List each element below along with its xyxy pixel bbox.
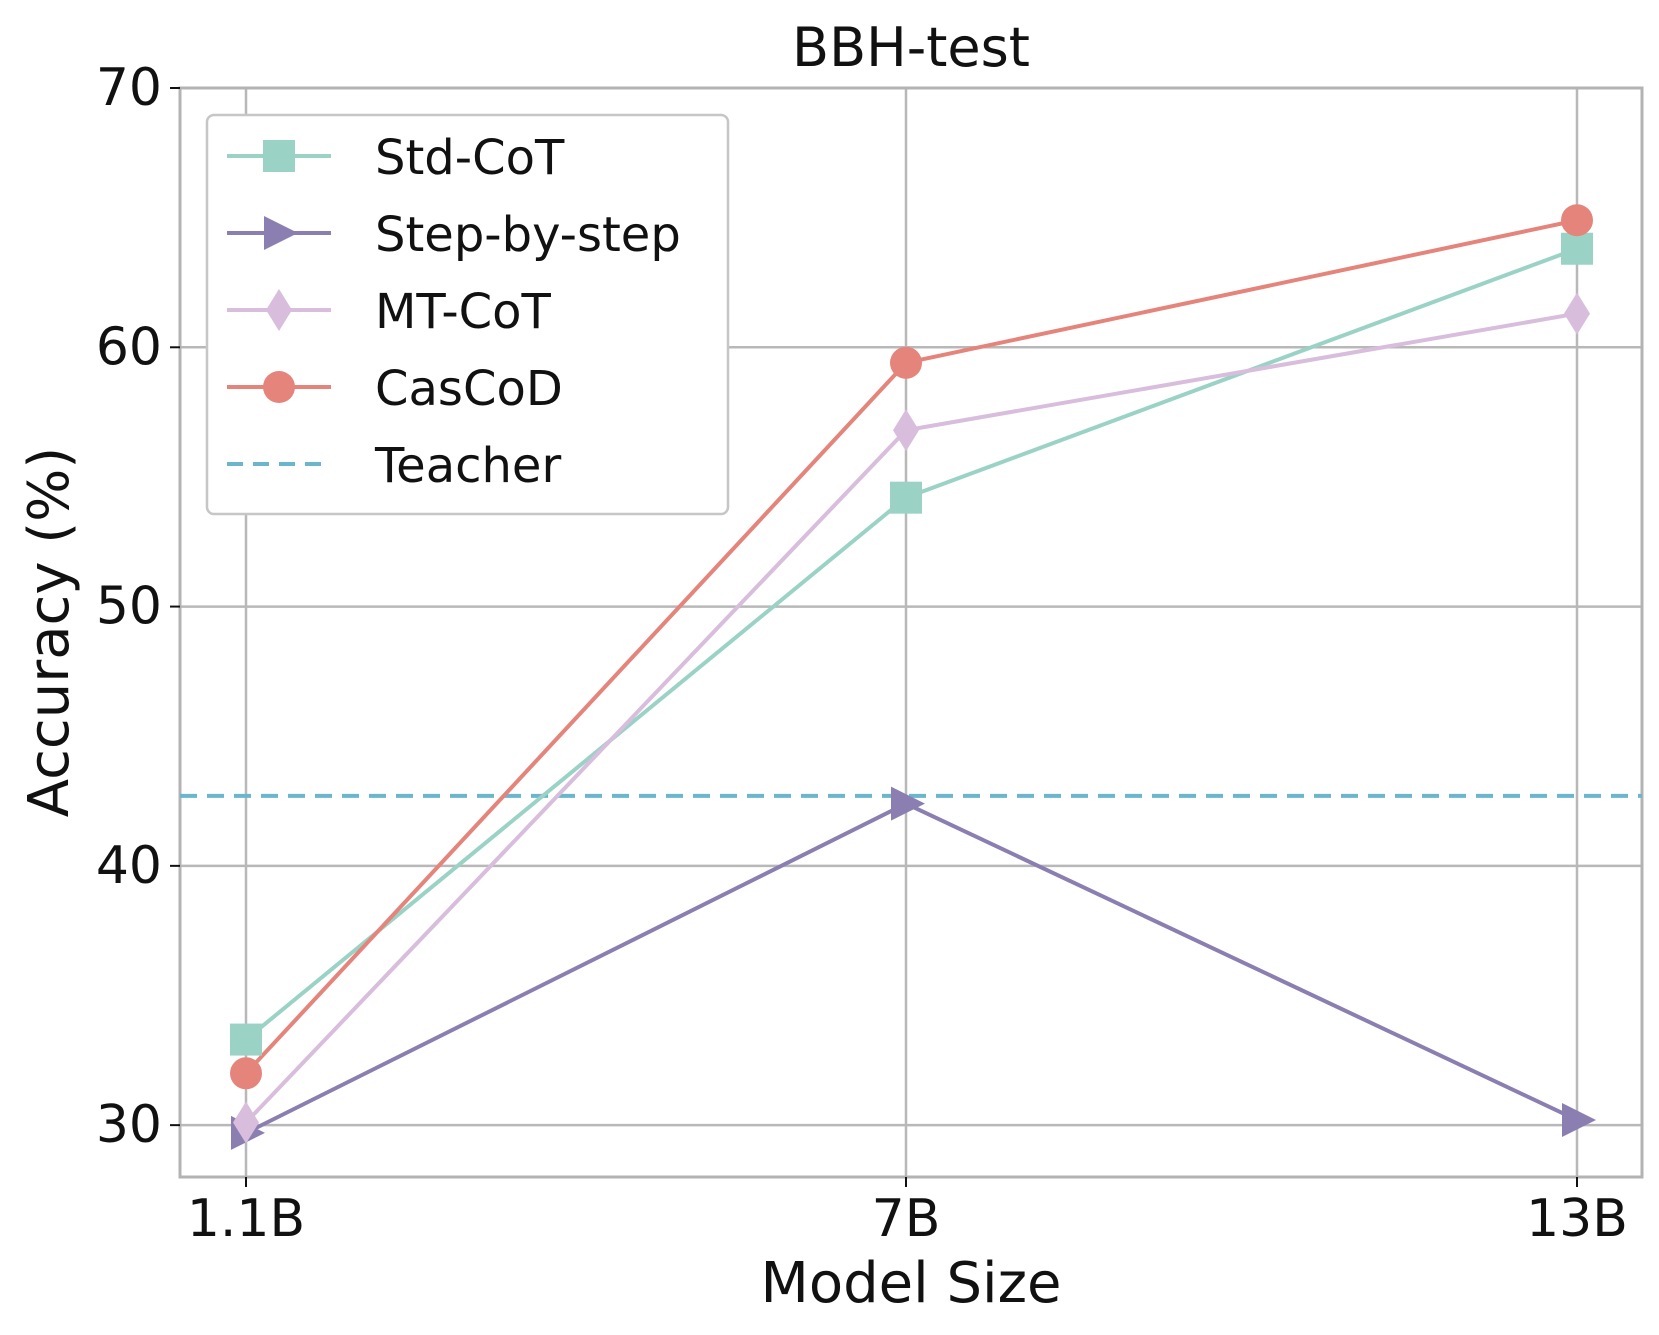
cascod-point-1-1b — [230, 1057, 262, 1090]
x-tick-label-7b: 7B — [872, 1189, 941, 1249]
mt-cot-point-1-1b — [233, 1101, 259, 1144]
legend: Std-CoT Step-by-step MT-CoT CasCoD Teacher — [205, 113, 730, 516]
std-cot-point-7b — [890, 481, 922, 514]
y-tick-label-50: 50 — [96, 577, 162, 637]
legend-mt-cot-label: MT-CoT — [375, 284, 552, 340]
mt-cot-point-13b — [1564, 292, 1590, 335]
legend-step-by-step-label: Step-by-step — [375, 207, 681, 263]
legend-std-cot-label: Std-CoT — [375, 130, 565, 186]
legend-teacher-label: Teacher — [374, 438, 561, 494]
plot-frame — [178, 86, 1644, 1179]
cascod-point-7b — [890, 346, 922, 379]
legend-items: Std-CoT Step-by-step MT-CoT CasCoD Teacher — [227, 130, 681, 494]
legend-box — [205, 113, 730, 516]
series-markers-layer — [230, 204, 1596, 1150]
y-tick-label-40: 40 — [96, 836, 162, 896]
legend-mt-cot-marker — [266, 289, 292, 331]
chart-title: BBH-test — [792, 16, 1030, 79]
mt-cot-point-7b — [893, 409, 919, 452]
cascod-point-13b — [1561, 204, 1593, 237]
axis-tick-labels: 30 40 50 60 70 1.1B 7B 13B — [96, 58, 1628, 1249]
step-by-step-point-13b — [1562, 1102, 1596, 1137]
y-tick-label-60: 60 — [96, 317, 162, 377]
std-cot-point-13b — [1561, 232, 1593, 265]
legend-std-cot-marker — [263, 140, 295, 172]
y-tick-label-70: 70 — [96, 58, 162, 118]
step-by-step-point-7b — [891, 786, 925, 821]
legend-step-by-step-marker — [264, 216, 298, 250]
legend-cascod-label: CasCoD — [375, 361, 563, 417]
y-tick-label-30: 30 — [96, 1095, 162, 1155]
x-axis-title: Model Size — [761, 1251, 1062, 1316]
x-tick-label-1-1b: 1.1B — [187, 1189, 305, 1249]
std-cot-point-1-1b — [230, 1023, 262, 1056]
y-axis-title: Accuracy (%) — [17, 447, 82, 817]
legend-cascod-marker — [263, 371, 295, 403]
x-tick-label-13b: 13B — [1526, 1189, 1628, 1249]
